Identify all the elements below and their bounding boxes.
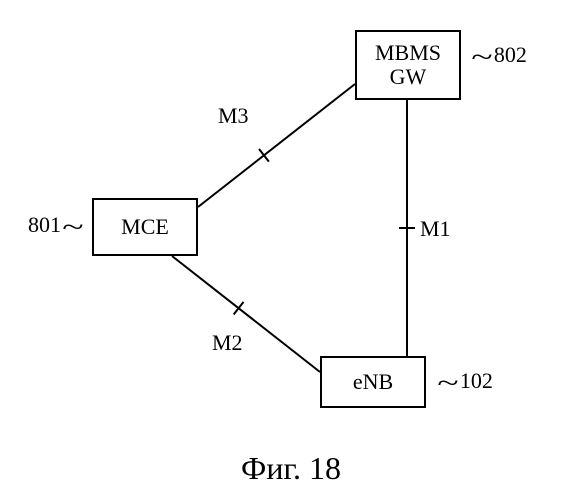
ref-label-802: ~802	[476, 42, 527, 70]
node-mbms-gw-label: MBMS GW	[375, 41, 441, 89]
node-enb: eNB	[320, 356, 426, 408]
edge-label-m1: M1	[420, 216, 451, 242]
node-mce: MCE	[92, 198, 198, 256]
ref-label-801: 801~	[28, 212, 79, 240]
edge-label-m2: M2	[212, 330, 243, 356]
ref-label-102: ~102	[442, 368, 493, 396]
figure-caption: Фиг. 18	[0, 450, 582, 487]
node-enb-label: eNB	[353, 370, 393, 394]
diagram-canvas: MCE MBMS GW eNB 801~ ~802 ~102 M3 M1 M2 …	[0, 0, 582, 500]
node-mce-label: MCE	[121, 215, 169, 239]
edges-layer	[0, 0, 582, 500]
edge-label-m3: M3	[218, 103, 249, 129]
node-mbms-gw: MBMS GW	[355, 30, 461, 100]
